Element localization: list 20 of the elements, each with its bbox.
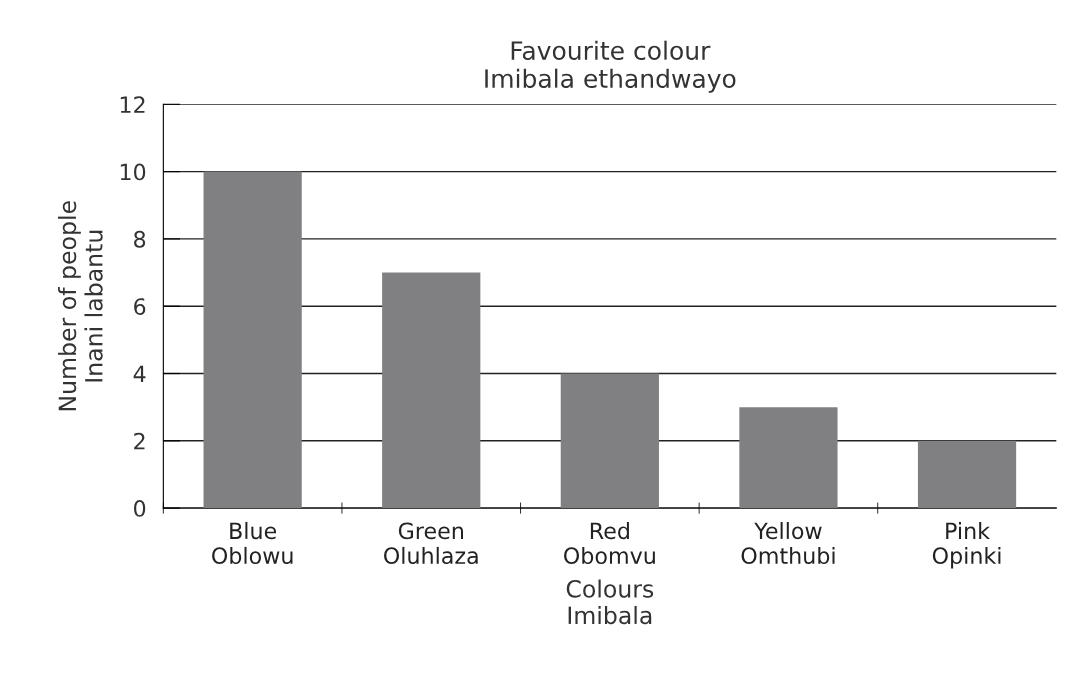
x-axis-title: Colours Imibala [566, 579, 654, 625]
bar [560, 373, 659, 509]
chart-title: Favourite colour Imibala ethandwayo [485, 40, 736, 93]
bar [739, 407, 838, 509]
x-tick-label: Pink Opinki [932, 522, 1001, 569]
x-tick-label: Yellow Omthubi [741, 522, 835, 565]
y-axis-title: Number of people Inani labantu [58, 201, 103, 411]
y-tick-label: 0 [134, 500, 146, 517]
x-tick-label: Green Oluhlaza [384, 522, 478, 565]
bar [917, 440, 1017, 509]
y-tick-label: 2 [134, 432, 145, 450]
y-tick-label: 10 [120, 163, 146, 181]
bar [203, 171, 302, 509]
y-tick-label: 4 [133, 365, 146, 382]
bar [382, 272, 481, 509]
y-tick-label: 6 [134, 298, 146, 315]
y-tick-label: 8 [134, 230, 146, 248]
x-tick-label: Blue Oblowu [212, 522, 293, 565]
y-tick-label: 12 [120, 96, 145, 113]
x-tick-label: Red Obomvu [564, 522, 655, 565]
